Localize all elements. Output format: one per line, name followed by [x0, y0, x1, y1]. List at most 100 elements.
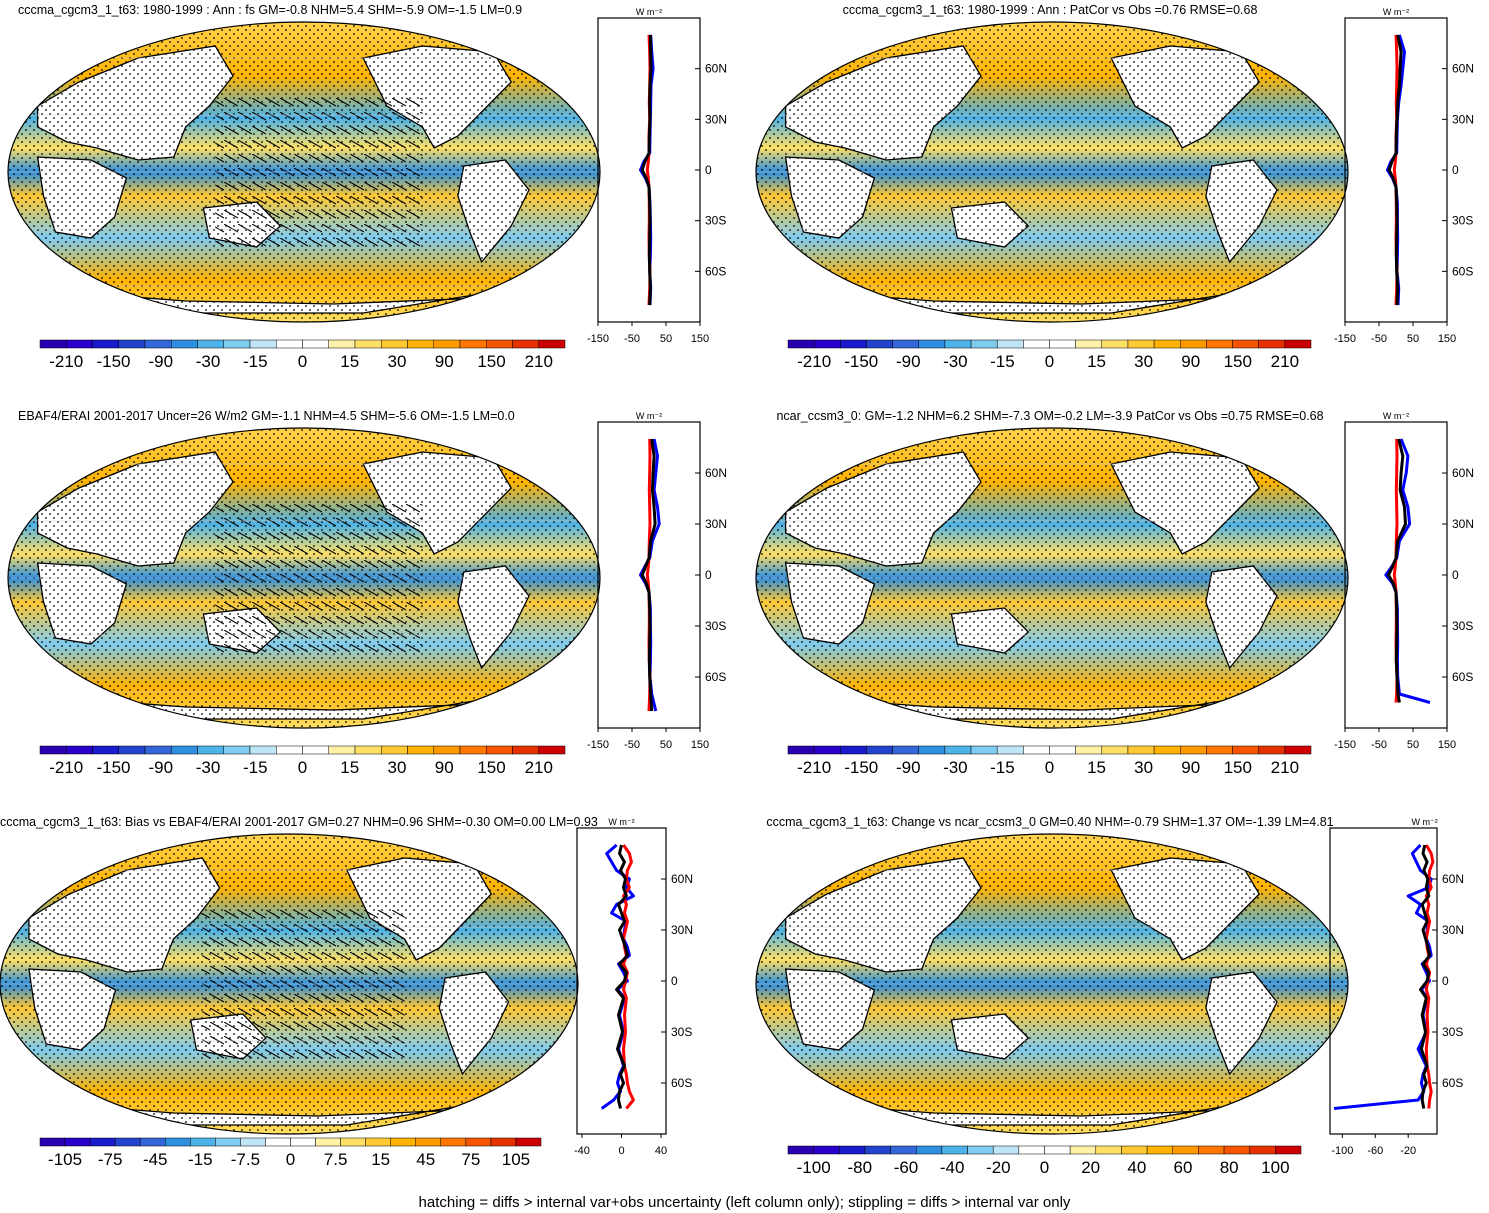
colorbar-label: 30: [388, 352, 407, 371]
colorbar-cell: [407, 745, 434, 755]
map-field: [756, 428, 1348, 728]
zonal-ytick-label: 30N: [705, 517, 727, 531]
colorbar-label: 90: [1181, 352, 1200, 371]
zonal-ytick-label: 60S: [671, 1076, 692, 1090]
colorbar-cell: [459, 745, 487, 755]
colorbar-cell: [944, 339, 972, 349]
zonal-ytick-label: 30S: [705, 214, 726, 228]
zonal-units: W m⁻²: [636, 411, 662, 421]
colorbar-label: 90: [435, 758, 454, 777]
colorbar-label: -150: [844, 352, 878, 371]
colorbar-label: 0: [298, 758, 307, 777]
zonal-black-line: [615, 844, 629, 1109]
zonal-xtick-label: 150: [1438, 739, 1456, 751]
colorbar-cell: [1127, 745, 1155, 755]
colorbar-cell: [787, 339, 815, 349]
zonal-ytick-label: 60N: [671, 872, 693, 886]
colorbar-label: -90: [148, 352, 173, 371]
colorbar-cell: [1153, 745, 1181, 755]
colorbar-cell: [459, 339, 487, 349]
zonal-ytick-label: 30S: [1442, 1025, 1463, 1039]
map-outline: [755, 833, 1349, 1135]
colorbar-cell: [918, 745, 946, 755]
colorbar-label: -30: [943, 758, 968, 777]
colorbar-label: 75: [461, 1150, 480, 1169]
colorbar-cell: [171, 339, 198, 349]
colorbar-cell: [1121, 1145, 1148, 1155]
zonal-xtick-label: -60: [1367, 1145, 1383, 1157]
colorbar-label: -75: [98, 1150, 123, 1169]
colorbar-cell: [276, 745, 303, 755]
colorbar-cell: [165, 1137, 191, 1147]
colorbar-label: 15: [1087, 758, 1106, 777]
colorbar-label: -210: [797, 352, 831, 371]
colorbar-cell: [486, 339, 513, 349]
colorbar-cell: [1206, 745, 1233, 755]
colorbar-label: -150: [844, 758, 878, 777]
colorbar-label: -30: [196, 758, 221, 777]
zonal-xtick-label: 150: [691, 333, 709, 345]
colorbar-cell: [1180, 339, 1207, 349]
colorbar-label: 30: [1134, 758, 1153, 777]
colorbar-cell: [433, 745, 461, 755]
zonal-xtick-label: 50: [1407, 333, 1419, 345]
colorbar-cell: [302, 339, 329, 349]
zonal-ytick-label: 0: [1452, 163, 1459, 177]
colorbar-label: 210: [525, 352, 553, 371]
colorbar-cell: [340, 1137, 366, 1147]
zonal-ytick-label: 60N: [705, 466, 727, 480]
zonal-black-line: [1387, 438, 1407, 703]
zonal-xtick-label: 0: [618, 1145, 624, 1157]
colorbar-cell: [538, 339, 566, 349]
colorbar-label: -30: [196, 352, 221, 371]
zonal-ytick-label: 30S: [671, 1025, 692, 1039]
colorbar-cell: [215, 1137, 241, 1147]
colorbar-label: 90: [1181, 758, 1200, 777]
colorbar-label: 210: [1271, 758, 1299, 777]
colorbar-cell: [1232, 745, 1259, 755]
colorbar-cell: [1206, 339, 1233, 349]
colorbar-cell: [265, 1137, 291, 1147]
colorbar-cell: [1180, 745, 1207, 755]
zonal-ytick-label: 30N: [1452, 517, 1474, 531]
colorbar-cell: [390, 1137, 417, 1147]
zonal-ytick-label: 0: [705, 568, 712, 582]
colorbar-label: -210: [49, 758, 83, 777]
colorbar-cell: [381, 339, 408, 349]
panel-title: ncar_ccsm3_0: GM=-1.2 NHM=6.2 SHM=-7.3 O…: [776, 409, 1323, 423]
colorbar-cell: [941, 1145, 968, 1155]
zonal-ytick-label: 60S: [705, 264, 726, 278]
colorbar-cell: [916, 1145, 943, 1155]
zonal-xtick-label: -20: [1400, 1145, 1416, 1157]
colorbar-cell: [512, 339, 539, 349]
colorbar-cell: [433, 339, 461, 349]
colorbar-label: -7.5: [231, 1150, 260, 1169]
panel-title: cccma_cgcm3_1_t63: Change vs ncar_ccsm3_…: [766, 815, 1333, 829]
colorbar-cell: [840, 745, 867, 755]
colorbar-cell: [328, 745, 356, 755]
colorbar-cell: [996, 339, 1024, 349]
colorbar-cell: [1127, 339, 1155, 349]
colorbar-cell: [1172, 1145, 1199, 1155]
zonal-black-line: [640, 34, 653, 306]
colorbar-cell: [1223, 1145, 1250, 1155]
colorbar-label: 15: [340, 758, 359, 777]
zonal-ytick-label: 30S: [1452, 619, 1473, 633]
colorbar-cell: [144, 339, 172, 349]
colorbar-cell: [1101, 339, 1129, 349]
zonal-ytick-label: 30N: [705, 112, 727, 126]
colorbar-label: 150: [1224, 758, 1252, 777]
colorbar-cell: [1023, 339, 1050, 349]
colorbar-cell: [1069, 1145, 1097, 1155]
colorbar-cell: [381, 745, 408, 755]
colorbar-cell: [892, 745, 919, 755]
colorbar-cell: [1049, 339, 1076, 349]
colorbar-label: 210: [1271, 352, 1299, 371]
zonal-xtick-label: -150: [587, 333, 609, 345]
zonal-xtick-label: 40: [655, 1145, 667, 1157]
zonal-xtick-label: -40: [574, 1145, 590, 1157]
colorbar-cell: [1075, 745, 1103, 755]
colorbar-label: 0: [1040, 1158, 1049, 1177]
colorbar-cell: [197, 339, 224, 349]
